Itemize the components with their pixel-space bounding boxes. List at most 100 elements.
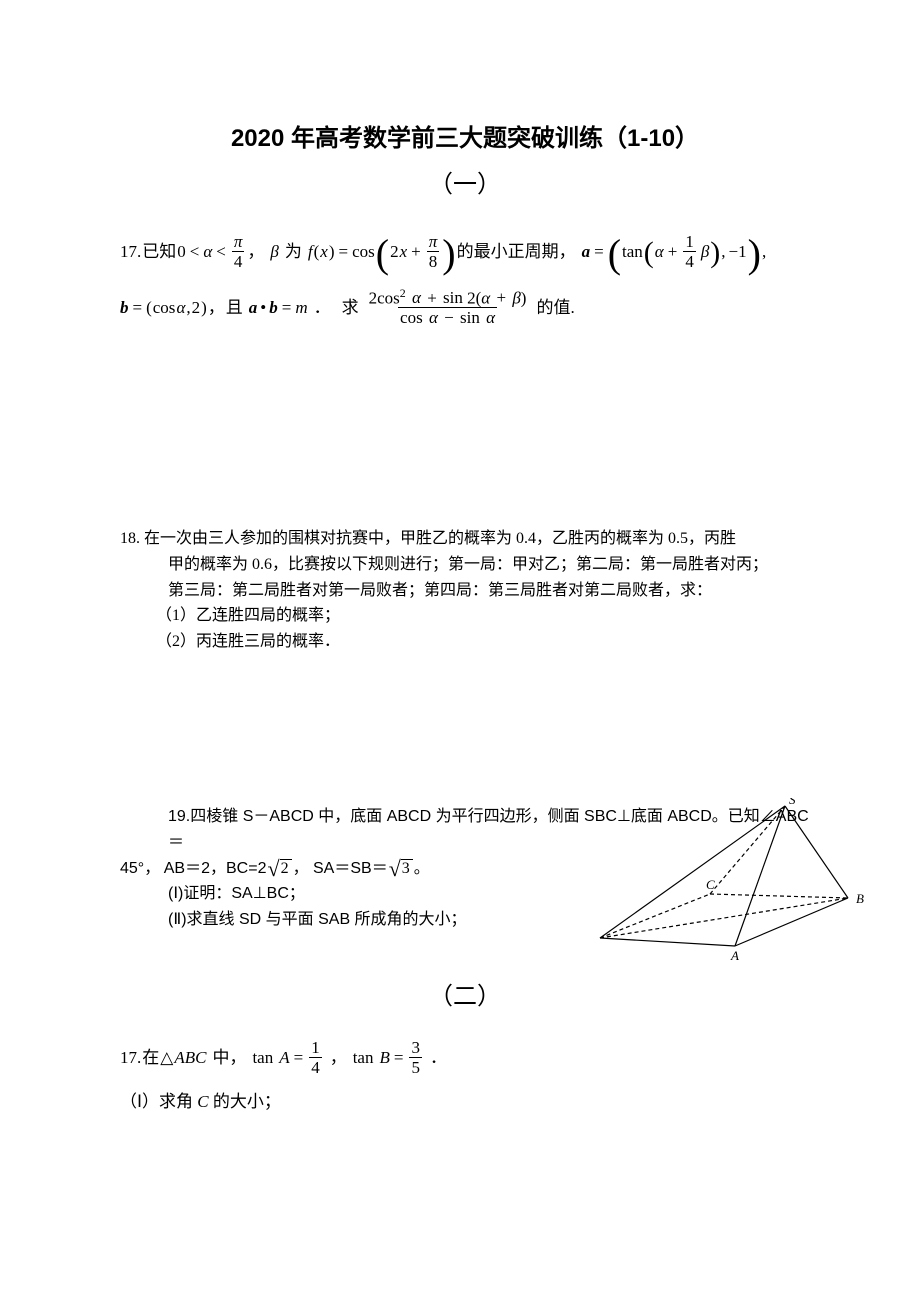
zhong: 中， bbox=[212, 1044, 246, 1071]
lt: < bbox=[187, 238, 203, 265]
text: （Ⅰ）求角 bbox=[120, 1092, 193, 1111]
q-number: 17. bbox=[120, 238, 141, 265]
eq: = bbox=[279, 294, 295, 321]
two-lp: 2( bbox=[467, 288, 481, 307]
minus: − bbox=[444, 308, 454, 327]
radicand: 3 bbox=[401, 859, 413, 877]
p17s2-q1: （Ⅰ）求角 C 的大小； bbox=[120, 1088, 810, 1115]
p18-q1: （1）乙连胜四局的概率； bbox=[120, 603, 810, 629]
comma: , bbox=[186, 294, 190, 321]
C: C bbox=[197, 1092, 208, 1111]
pi: π bbox=[232, 233, 245, 251]
eq: = bbox=[130, 294, 146, 321]
sqrt-2: √2 bbox=[267, 857, 291, 879]
problem-19: 19.四棱锥 S－ABCD 中，底面 ABCD 为平行四边形，侧面 SBC⊥底面… bbox=[120, 804, 810, 932]
problem-17-line2: b = ( cos α , 2 ) ， 且 a • b = m ． 求 2cos… bbox=[120, 288, 810, 327]
alpha: α bbox=[176, 294, 185, 321]
frac-3-5: 3 5 bbox=[409, 1039, 422, 1076]
lp: ( bbox=[146, 294, 152, 321]
qiu: 求 bbox=[342, 294, 359, 321]
beta: β bbox=[512, 288, 520, 307]
comma: ， bbox=[247, 238, 264, 265]
lt: < bbox=[213, 238, 229, 265]
plus: + bbox=[665, 238, 681, 265]
p18-line2: 甲的概率为 0.6，比赛按以下规则进行；第一局：甲对乙；第二局：第一局胜者对丙； bbox=[120, 552, 810, 578]
problem-17-s2: 17. 在 △ ABC 中， tan A = 1 4 ， tan B = 3 bbox=[120, 1039, 810, 1115]
problem-18: 18. 在一次由三人参加的围棋对抗赛中，甲胜乙的概率为 0.4，乙胜丙的概率为 … bbox=[120, 526, 810, 654]
cos: cos bbox=[352, 238, 375, 265]
period: ． bbox=[314, 294, 331, 321]
twocos: 2cos bbox=[369, 288, 400, 307]
eq: = bbox=[291, 1044, 307, 1071]
eq: = bbox=[336, 238, 352, 265]
frac-pi-8: π 8 bbox=[427, 233, 440, 270]
problem-17-s1: 17. 已知 0 < α < π 4 ， β 为 f ( x ) = cos (… bbox=[120, 233, 810, 327]
section-one-heading: （一） bbox=[120, 166, 810, 204]
alpha: α bbox=[410, 288, 423, 307]
p17s2-line1: 17. 在 △ ABC 中， tan A = 1 4 ， tan B = 3 bbox=[120, 1039, 810, 1076]
p18-q2: （2）丙连胜三局的概率． bbox=[120, 629, 810, 655]
four: 4 bbox=[232, 251, 245, 270]
cos: cos bbox=[153, 294, 176, 321]
sq: 2 bbox=[400, 286, 406, 300]
pyramid-figure: SABCD bbox=[590, 798, 870, 963]
beta: β bbox=[270, 238, 278, 265]
abc: ABC bbox=[174, 1044, 206, 1071]
comma: , bbox=[762, 238, 766, 265]
sqrt-3: √3 bbox=[389, 857, 413, 879]
tan: tan bbox=[622, 238, 643, 265]
comma: , bbox=[721, 238, 725, 265]
cos: cos bbox=[400, 308, 423, 327]
two: 2 bbox=[390, 238, 399, 265]
zero: 0 bbox=[177, 238, 186, 265]
text: 的大小； bbox=[213, 1092, 281, 1111]
plus: + bbox=[427, 288, 437, 307]
text: 。 bbox=[414, 856, 430, 882]
eq: = bbox=[391, 1044, 407, 1071]
problem-17-line1: 17. 已知 0 < α < π 4 ， β 为 f ( x ) = cos (… bbox=[120, 233, 810, 270]
three: 3 bbox=[409, 1039, 422, 1057]
five: 5 bbox=[409, 1057, 422, 1076]
lp: ( bbox=[314, 238, 320, 265]
one: 1 bbox=[309, 1039, 322, 1057]
x: x bbox=[400, 238, 408, 265]
frac-1-4: 1 4 bbox=[683, 233, 696, 270]
frac-pi-4: π 4 bbox=[232, 233, 245, 270]
alpha: α bbox=[484, 308, 495, 327]
four: 4 bbox=[309, 1057, 322, 1076]
two: 2 bbox=[192, 294, 201, 321]
alpha: α bbox=[655, 238, 664, 265]
radicand: 2 bbox=[280, 859, 292, 877]
q-number: 17. bbox=[120, 1044, 141, 1071]
minus-one: −1 bbox=[727, 238, 747, 265]
wei: 为 bbox=[285, 238, 302, 265]
vec-a: a bbox=[249, 294, 258, 321]
alpha: α bbox=[481, 288, 490, 307]
frac-1-4: 1 4 bbox=[309, 1039, 322, 1076]
zai: 在 bbox=[142, 1044, 159, 1071]
tan: tan bbox=[252, 1044, 273, 1071]
sin: sin bbox=[441, 288, 463, 307]
svg-text:S: S bbox=[789, 798, 796, 807]
qie: 且 bbox=[226, 294, 243, 321]
period: ． bbox=[430, 1044, 447, 1071]
page: 2020 年高考数学前三大题突破训练（1-10） （一） 17. 已知 0 < … bbox=[0, 0, 920, 1302]
p18-line1: 18. 在一次由三人参加的围棋对抗赛中，甲胜乙的概率为 0.4，乙胜丙的概率为 … bbox=[120, 526, 810, 552]
vec-b: b bbox=[120, 294, 129, 321]
rp: ) bbox=[329, 238, 335, 265]
f: f bbox=[308, 238, 313, 265]
big-frac: 2cos2 α + sin 2(α + β) cos α − sin α bbox=[367, 288, 529, 327]
denominator: cos α − sin α bbox=[398, 307, 497, 326]
x: x bbox=[320, 238, 328, 265]
four: 4 bbox=[683, 251, 696, 270]
rp: ) bbox=[521, 288, 527, 307]
text: 的最小正周期， bbox=[457, 238, 576, 265]
text: 在一次由三人参加的围棋对抗赛中，甲胜乙的概率为 0.4，乙胜丙的概率为 0.5，… bbox=[144, 530, 736, 547]
svg-text:B: B bbox=[856, 891, 864, 906]
alpha: α bbox=[203, 238, 212, 265]
p18-line3: 第三局：第二局胜者对第一局败者；第四局：第三局胜者对第二局败者，求： bbox=[120, 578, 810, 604]
text: 45°， AB＝2，BC=2 bbox=[120, 856, 266, 882]
plus: + bbox=[408, 238, 424, 265]
tan: tan bbox=[353, 1044, 374, 1071]
dot: • bbox=[258, 294, 268, 321]
